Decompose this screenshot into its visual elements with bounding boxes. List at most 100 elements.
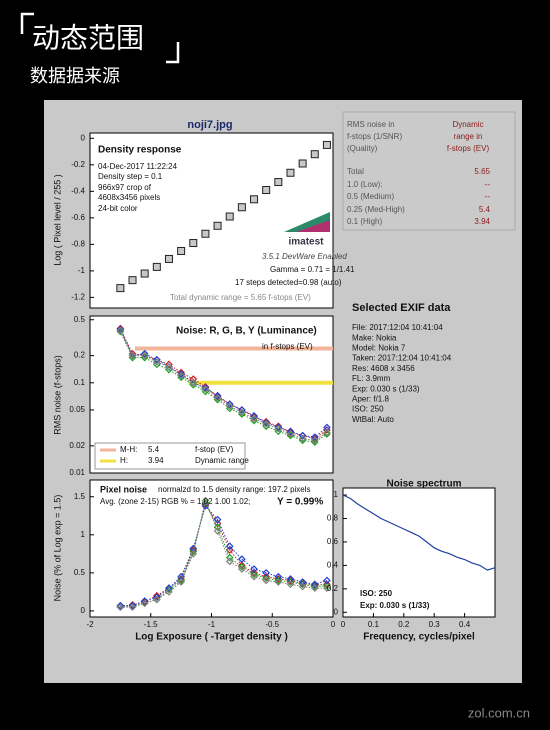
point	[262, 569, 271, 577]
file-name: noji7.jpg	[187, 119, 232, 131]
point	[177, 370, 185, 378]
logo-mark	[296, 220, 330, 232]
point	[262, 574, 271, 583]
point	[128, 276, 137, 285]
point	[164, 254, 173, 263]
annotation: in f-stops (EV)	[262, 342, 313, 351]
point	[274, 424, 283, 433]
point	[152, 262, 161, 271]
y-tick-label: 1	[81, 530, 86, 539]
point	[140, 349, 149, 358]
series-line	[120, 504, 328, 607]
legend-value: 5.4	[148, 445, 160, 454]
point	[152, 595, 161, 604]
table-header: range in	[454, 132, 483, 141]
point	[238, 565, 246, 573]
point	[250, 414, 258, 423]
point	[250, 565, 258, 573]
y-tick-label: 1	[334, 490, 339, 499]
point	[310, 584, 319, 592]
info-line: 4608x3456 pixels	[98, 193, 160, 202]
legend-value: 3.94	[148, 456, 164, 465]
series-line	[119, 331, 328, 443]
point	[250, 569, 258, 577]
x-tick-label: 0	[341, 620, 346, 629]
point	[323, 584, 331, 592]
point	[128, 351, 137, 360]
point	[323, 580, 331, 589]
table-header: RMS noise in	[347, 120, 395, 129]
y-axis-label: Log ( Pixel level / 255 )	[52, 174, 62, 266]
point	[286, 580, 295, 589]
point	[262, 418, 271, 427]
y-tick-label: 0.5	[74, 568, 86, 577]
x-axis-label: Frequency, cycles/pixel	[363, 632, 475, 643]
y-tick-label: 0	[81, 606, 86, 615]
info-line: Density step = 0.1	[98, 172, 163, 181]
chart-texts: Density response 04-Dec-2017 11:22:24 De…	[94, 138, 462, 610]
exif: Selected EXIF data File: 2017:12:04 10:4…	[352, 302, 452, 424]
y-tick-label: 0.1	[74, 378, 86, 387]
page-subtitle: 数据据来源	[30, 66, 120, 86]
point	[189, 549, 198, 558]
plot-area	[89, 479, 334, 618]
legend-note: Dynamic range	[195, 456, 249, 465]
exif-line: Aper: f/1.8	[352, 395, 389, 404]
table-header: f-stops (EV)	[447, 144, 490, 153]
point	[262, 417, 271, 426]
point	[250, 412, 258, 420]
note: Gamma = 0.71 = 1/1.41	[270, 265, 355, 274]
chart-title: Density response	[98, 145, 182, 156]
point	[225, 542, 234, 551]
point	[250, 195, 259, 204]
x-tick-label: 0.3	[429, 620, 441, 629]
note: Total dynamic range = 5.65 f-stops (EV)	[170, 293, 311, 302]
corner-bracket	[20, 12, 180, 64]
exif-line: Taken: 2017:12:04 10:41:04	[352, 354, 452, 363]
x-tick-label: -1.5	[144, 620, 158, 629]
y-tick-label: 0.8	[327, 514, 339, 523]
point	[116, 326, 125, 335]
point	[140, 597, 149, 605]
point	[237, 203, 246, 212]
table-header: (Quality)	[347, 144, 378, 153]
y-tick-label: 0.01	[69, 468, 85, 477]
point	[298, 434, 307, 443]
point	[177, 578, 185, 586]
point	[152, 591, 161, 600]
point	[116, 603, 125, 611]
table-cell: Total	[347, 167, 364, 176]
point	[165, 363, 173, 371]
info-box	[94, 138, 190, 218]
point	[238, 561, 246, 570]
y-axis-label: Noise (% of Log exp = 1.5)	[52, 495, 62, 602]
point	[213, 221, 222, 230]
legend-label: H:	[120, 456, 128, 465]
exif-line: Exp: 0.030 s (1/33)	[352, 384, 420, 393]
y-tick-label: -1.2	[71, 293, 85, 302]
y-tick-label: -0.2	[71, 160, 85, 169]
point	[116, 325, 125, 334]
table-box	[342, 111, 516, 231]
chart-title: Pixel noise	[100, 484, 147, 494]
y-tick-label: 0.2	[74, 351, 86, 360]
point	[250, 412, 258, 421]
y-tick-label: 0.2	[327, 584, 339, 593]
y-axis-label: RMS noise (f-stops)	[52, 355, 62, 435]
point	[177, 371, 185, 380]
y-tick-label: -0.6	[71, 213, 85, 222]
point	[322, 140, 331, 149]
watermark: zol.com.cn	[468, 705, 530, 720]
exif-line: File: 2017:12:04 10:41:04	[352, 323, 443, 332]
table-cell: --	[485, 192, 491, 201]
exif-line: FL: 3.9mm	[352, 374, 391, 383]
point	[238, 408, 246, 417]
y-tick-label: 0.05	[69, 405, 85, 414]
point	[213, 391, 222, 400]
point	[286, 168, 295, 177]
y-tick-label: 0	[334, 607, 339, 616]
y-tick-label: -0.4	[71, 186, 85, 195]
x-tick-label: -1	[208, 620, 216, 629]
point	[286, 427, 295, 436]
